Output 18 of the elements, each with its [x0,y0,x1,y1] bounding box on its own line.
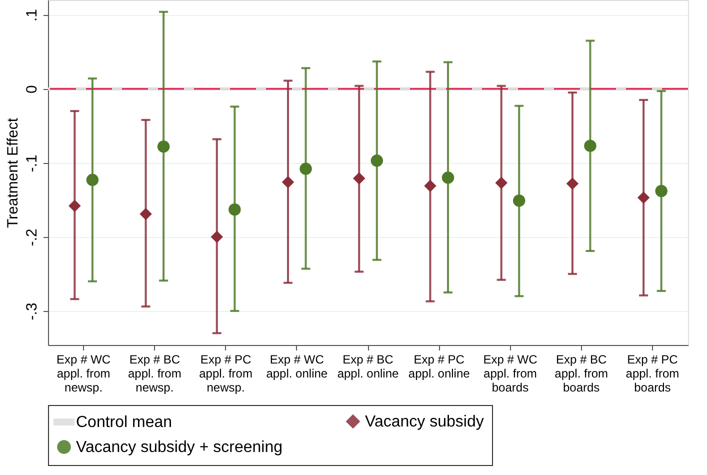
x-tick-label: Exp # BC appl. from newsp. [128,352,182,394]
y-tick-label: -.3 [24,302,40,320]
y-axis-title: Treatment Effect [4,117,22,228]
y-tick-label: -.1 [24,154,40,172]
legend-label: Vacancy subsidy [365,413,484,430]
x-tick-label: Exp # WC appl. online [266,352,328,380]
x-tick-label: Exp # BC appl. from boards [554,352,608,394]
y-tick-label: 0 [24,85,40,94]
x-tick-label: Exp # BC appl. online [337,352,400,380]
x-tick-label: Exp # PC appl. from boards [626,352,680,394]
x-tick-label: Exp # PC appl. online [408,352,470,380]
x-tick-label: Exp # WC appl. from newsp. [56,352,111,394]
legend-label: Vacancy subsidy + screening [76,439,282,456]
legend-label: Control mean [76,414,172,431]
x-tick-label: Exp # WC appl. from boards [483,352,538,394]
y-tick-label: .1 [24,9,40,22]
x-tick-label: Exp # PC appl. from newsp. [199,352,252,394]
y-tick-label: -.2 [24,228,40,246]
